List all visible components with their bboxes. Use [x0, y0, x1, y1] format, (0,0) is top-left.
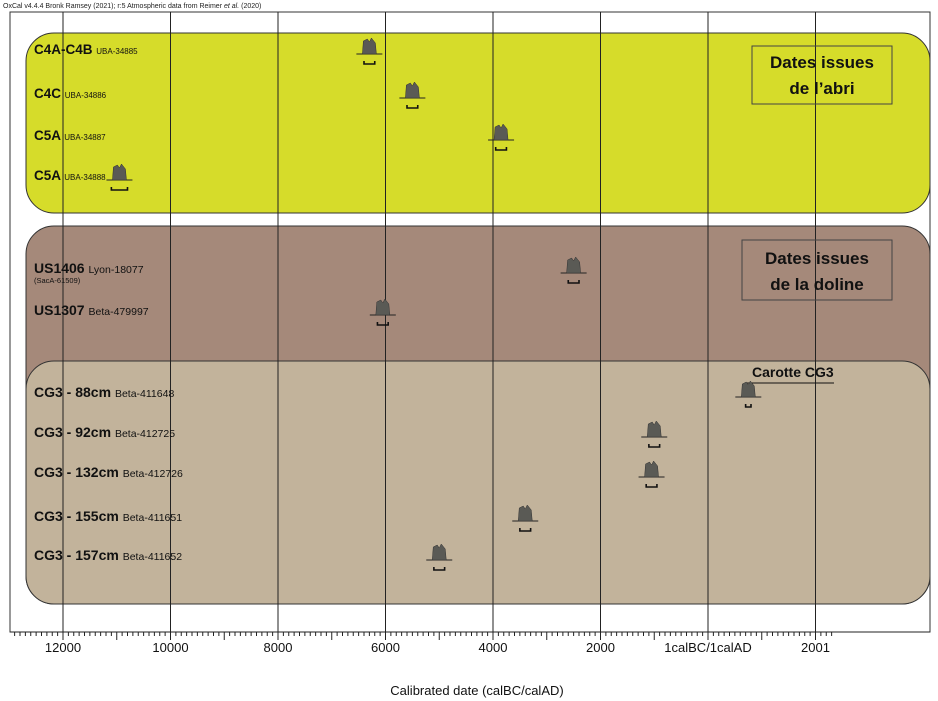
distribution-peak: [405, 81, 420, 99]
distribution-peak: [493, 123, 509, 141]
legend-carotte-title: Carotte CG3: [752, 364, 834, 380]
row-label-lab: Lyon-18077: [88, 264, 143, 276]
range-bracket: [406, 105, 419, 109]
distribution-3: [106, 163, 133, 191]
grid-lines: [62, 12, 816, 632]
distribution-marks: [106, 37, 762, 571]
row-label-3: C5A UBA-34888: [34, 168, 106, 183]
distribution-peak: [112, 163, 127, 181]
row-label-lab: UBA-34885: [96, 47, 138, 56]
group-box-abri: [25, 32, 931, 214]
legend-doline-line1: Dates issues: [765, 249, 869, 268]
range-bracket: [376, 322, 389, 326]
distribution-7: [641, 420, 668, 448]
distribution-peak: [431, 543, 447, 561]
distribution-peak: [644, 460, 659, 478]
range-bracket: [648, 444, 661, 448]
row-label-name: C4A-C4B: [34, 42, 96, 57]
row-label-lab: UBA-34888: [64, 173, 106, 182]
x-tick-label-8: 2001: [801, 640, 830, 655]
distribution-4: [560, 256, 587, 284]
x-tick-label-4: 6000: [371, 640, 400, 655]
row-label-lab: Beta-411652: [123, 551, 183, 563]
distribution-2: [488, 123, 515, 151]
group-boxes: [25, 32, 931, 605]
x-tick-label-3: 8000: [264, 640, 293, 655]
row-labels: C4A-C4B UBA-34885 C4C UBA-34886 C5A UBA-34…: [34, 42, 183, 563]
x-axis-label: Calibrated date (calBC/calAD): [390, 683, 563, 698]
row-label-8: CG3 - 132cm Beta-412726: [34, 464, 183, 480]
range-bracket: [645, 484, 658, 488]
row-label-name: US1307: [34, 302, 88, 318]
row-label-5: US1307 Beta-479997: [34, 302, 149, 318]
legend-doline: Dates issues de la doline: [741, 239, 893, 301]
group-box-carotte: [25, 360, 931, 605]
distribution-peak: [375, 298, 391, 316]
row-label-9: CG3 - 155cm Beta-411651: [34, 508, 182, 524]
row-label-4: US1406 Lyon-18077: [34, 260, 144, 276]
legend-abri-box: [751, 45, 893, 105]
row-label-lab: UBA-34886: [65, 91, 107, 100]
distribution-peak: [741, 380, 756, 398]
range-bracket: [519, 528, 532, 532]
row-label-lab: Beta-411648: [115, 388, 175, 400]
legend-doline-line2: de la doline: [770, 275, 864, 294]
range-bracket: [110, 187, 129, 191]
x-tick-label-2: 10000: [152, 640, 188, 655]
row-label-name: CG3 - 92cm: [34, 424, 115, 440]
header-text-main: OxCal v4.4.4 Bronk Ramsey (2021); r:5 At…: [3, 3, 224, 10]
distribution-peak: [566, 256, 581, 274]
distribution-peak: [362, 37, 377, 55]
legend-doline-box: [741, 239, 893, 301]
row-label-name: CG3 - 157cm: [34, 547, 123, 563]
legend-carotte: Carotte CG3: [745, 364, 834, 384]
row-label-name: C5A: [34, 128, 64, 143]
range-bracket: [363, 61, 376, 65]
distribution-peak: [646, 420, 662, 438]
row-label-name: CG3 - 88cm: [34, 384, 115, 400]
range-bracket: [567, 280, 580, 284]
row-label-2: C5A UBA-34887: [34, 128, 106, 143]
row-label-7: CG3 - 92cm Beta-412725: [34, 424, 175, 440]
row-label-0: C4A-C4B UBA-34885: [34, 42, 138, 57]
distribution-9: [512, 504, 539, 532]
row-label-name: CG3 - 132cm: [34, 464, 123, 480]
distribution-0: [356, 37, 383, 65]
row-label-lab: Beta-412725: [115, 428, 175, 440]
x-tick-label-7: 1calBC/1calAD: [664, 640, 751, 655]
distribution-1: [399, 81, 426, 109]
row-label-name: US1406: [34, 260, 88, 276]
distribution-5: [369, 298, 396, 326]
range-bracket: [744, 404, 752, 408]
row-label-6: CG3 - 88cm Beta-411648: [34, 384, 174, 400]
legend-abri-line2: de l’abri: [789, 79, 854, 98]
x-axis: 14000120001000080006000400020001calBC/1c…: [10, 631, 930, 655]
row-label-lab: Beta-412726: [123, 468, 183, 480]
distribution-10: [426, 543, 453, 571]
distribution-peak: [517, 504, 533, 522]
row-label-name: C5A: [34, 168, 64, 183]
x-tick-label-1: 12000: [45, 640, 81, 655]
row-label-name: C4C: [34, 86, 65, 101]
range-bracket: [494, 147, 508, 151]
x-tick-label-5: 4000: [479, 640, 508, 655]
x-tick-label-6: 2000: [586, 640, 615, 655]
header-text-end: (2020): [239, 3, 261, 10]
row-label-name: CG3 - 155cm: [34, 508, 123, 524]
row-sublabel-4: (SacA-61509): [34, 276, 81, 285]
header-text: OxCal v4.4.4 Bronk Ramsey (2021); r:5 At…: [3, 3, 261, 10]
legend-abri: Dates issues de l’abri: [751, 45, 893, 105]
row-label-lab: UBA-34887: [64, 133, 106, 142]
row-label-lab: Beta-479997: [88, 306, 148, 318]
row-label-lab: Beta-411651: [123, 512, 183, 524]
distribution-6: [735, 380, 762, 408]
row-label-10: CG3 - 157cm Beta-411652: [34, 547, 182, 563]
legend-abri-line1: Dates issues: [770, 53, 874, 72]
row-label-1: C4C UBA-34886: [34, 86, 107, 101]
distribution-8: [638, 460, 665, 488]
range-bracket: [433, 567, 446, 571]
header-text-italic: et al.: [224, 3, 239, 10]
